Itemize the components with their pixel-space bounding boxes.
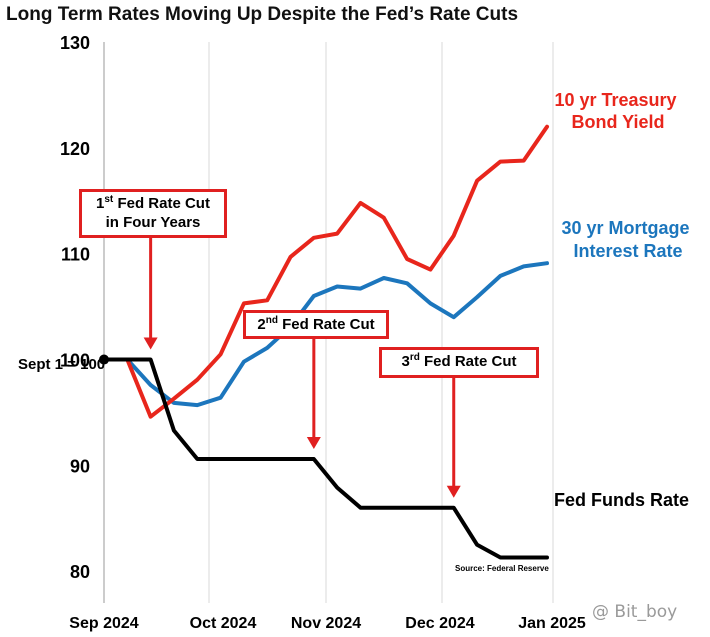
chart-title: Long Term Rates Moving Up Despite the Fe… (6, 4, 519, 25)
x-tick-label: Sep 2024 (69, 615, 138, 632)
y-tick-label: 80 (70, 562, 90, 582)
y-tick-label: 130 (60, 33, 90, 53)
annotation-arrows (143, 238, 461, 498)
y-tick-label: 90 (70, 456, 90, 476)
x-tick-label: Oct 2024 (190, 615, 257, 632)
baseline-point (99, 354, 109, 365)
annotation-first-cut: 1st Fed Rate Cut in Four Years (79, 189, 227, 238)
x-tick-label: Dec 2024 (405, 615, 474, 632)
baseline-note: Sept 1 = 100 (18, 356, 105, 373)
watermark: @ Bit_boy (592, 602, 677, 622)
series-label-fedfunds: Fed Funds Rate (554, 490, 689, 510)
y-tick-label: 110 (61, 245, 90, 265)
y-tick-label: 120 (60, 139, 90, 159)
annotation-third-cut: 3rd Fed Rate Cut (379, 347, 539, 378)
series-label-treasury: 10 yr Treasury Bond Yield (554, 90, 681, 132)
series-lines (102, 124, 549, 560)
series-label-mortgage: 30 yr Mortgage Interest Rate (561, 218, 694, 261)
source-note: Source: Federal Reserve (455, 564, 549, 573)
annotation-arrow-head (446, 485, 461, 498)
x-tick-label: Nov 2024 (291, 615, 361, 632)
y-tick-label: 100 (60, 351, 90, 371)
annotation-second-cut: 2nd Fed Rate Cut (243, 310, 389, 339)
series-line-fed-funds-rate (102, 357, 549, 560)
annotation-arrow-head (143, 337, 158, 350)
annotation-arrow-head (306, 437, 321, 450)
series-line-10-yr-treasury-bond-yield (102, 124, 549, 419)
x-tick-label: Jan 2025 (518, 615, 586, 632)
series-line-30-yr-mortgage-interest-rate (102, 261, 549, 408)
x-axis-ticks: Sep 2024 Oct 2024 Nov 2024 Dec 2024 Jan 2025 (69, 615, 586, 632)
y-axis-ticks: 130 120 110 100 90 80 (60, 33, 90, 582)
